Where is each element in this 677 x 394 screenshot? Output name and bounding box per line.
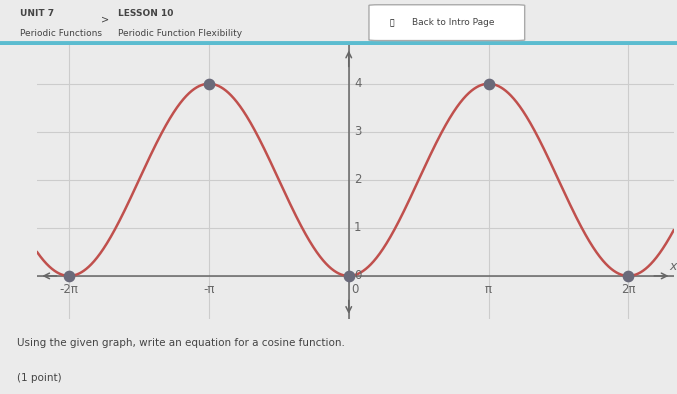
Point xyxy=(343,273,354,279)
Text: 2: 2 xyxy=(354,173,362,186)
Text: Back to Intro Page: Back to Intro Page xyxy=(412,18,495,27)
Text: 0: 0 xyxy=(354,269,362,282)
Text: 3: 3 xyxy=(354,125,362,138)
Text: >: > xyxy=(101,15,109,24)
Text: -π: -π xyxy=(203,282,215,296)
Point xyxy=(204,81,215,87)
Text: Periodic Function Flexibility: Periodic Function Flexibility xyxy=(118,30,242,39)
Text: UNIT 7: UNIT 7 xyxy=(20,9,54,18)
Text: 2π: 2π xyxy=(621,282,636,296)
Text: Periodic Functions: Periodic Functions xyxy=(20,30,102,39)
Text: Using the given graph, write an equation for a cosine function.: Using the given graph, write an equation… xyxy=(17,338,345,348)
Text: 1: 1 xyxy=(354,221,362,234)
Text: -2π: -2π xyxy=(60,282,79,296)
Text: 4: 4 xyxy=(354,77,362,90)
Point xyxy=(483,81,494,87)
Text: (1 point): (1 point) xyxy=(17,373,62,383)
Text: π: π xyxy=(485,282,492,296)
Text: x: x xyxy=(669,260,676,273)
Text: 0: 0 xyxy=(351,282,358,296)
Point xyxy=(64,273,74,279)
Point xyxy=(623,273,634,279)
FancyBboxPatch shape xyxy=(369,5,525,41)
Text: 📋: 📋 xyxy=(389,18,394,27)
Text: LESSON 10: LESSON 10 xyxy=(118,9,174,18)
